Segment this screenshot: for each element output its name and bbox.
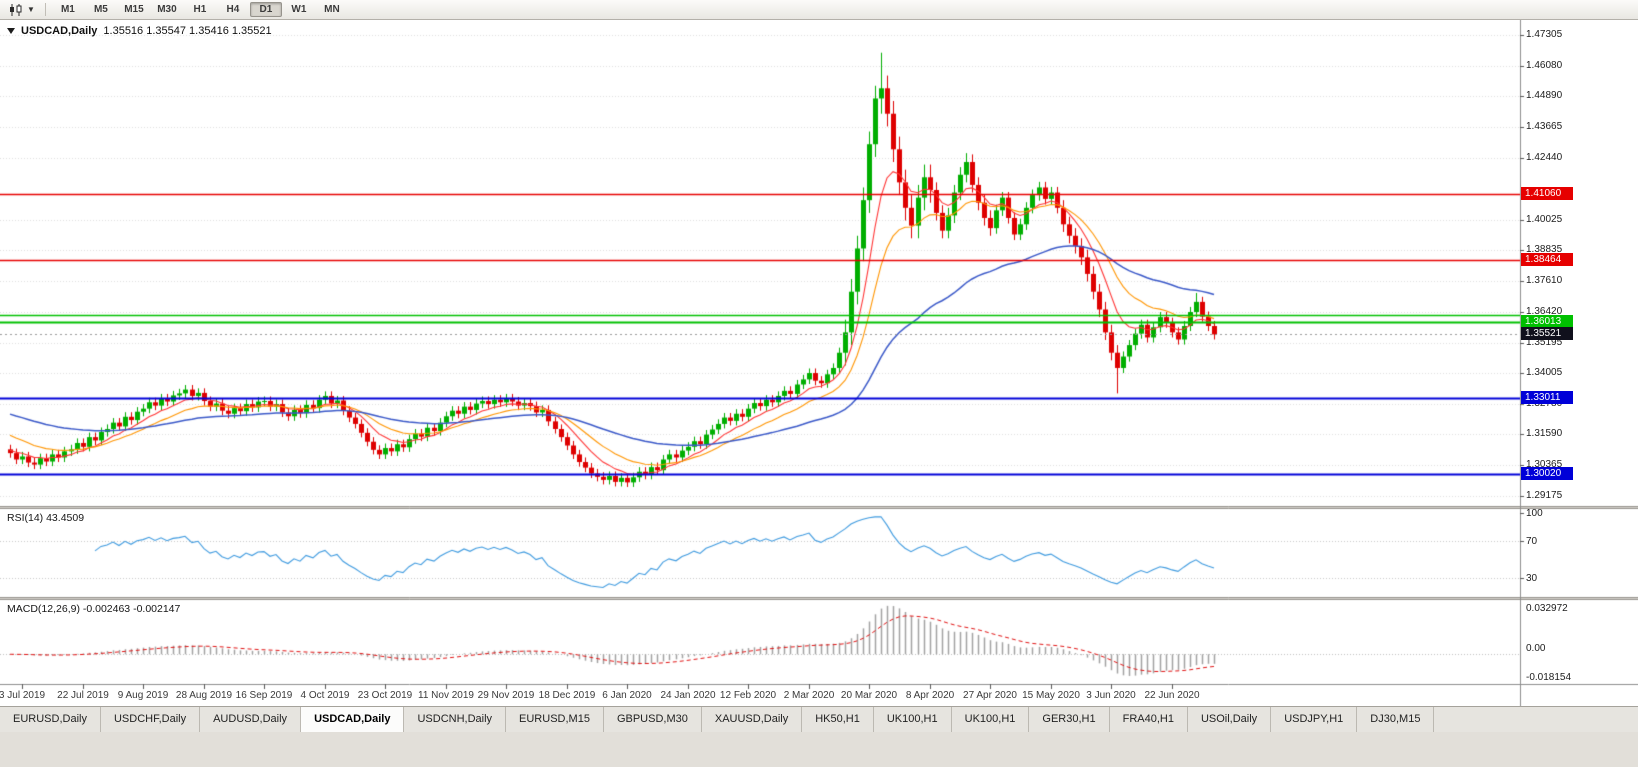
time-axis-label: 22 Jul 2019 (57, 690, 109, 701)
price-axis-label: 1.29175 (1526, 489, 1563, 501)
price-axis-label: 1.38835 (1526, 244, 1563, 256)
timeframe-button-m5[interactable]: M5 (93, 4, 108, 15)
chart-ohlc-values: 1.35516 1.35547 1.35416 1.35521 (103, 25, 272, 37)
chart-tab-usdcad-daily[interactable]: USDCAD,Daily (301, 707, 405, 732)
price-axis-label: 1.36420 (1526, 305, 1563, 317)
chart-menu-icon[interactable] (7, 28, 15, 34)
bottom-filler (0, 732, 1638, 767)
chart-tab-uk100-h1[interactable]: UK100,H1 (874, 707, 952, 732)
chart-tab-usdjpy-h1[interactable]: USDJPY,H1 (1271, 707, 1358, 732)
hline-price-tag[interactable]: 1.33011 (1521, 391, 1573, 405)
price-axis-label: 1.44890 (1526, 90, 1563, 102)
price-axis-label: 1.43665 (1526, 121, 1563, 133)
timeframe-button-h4[interactable]: H4 (226, 4, 240, 15)
price-axis-label: 1.42440 (1526, 152, 1563, 164)
chart-tab-uk100-h1[interactable]: UK100,H1 (952, 707, 1030, 732)
rsi-indicator-label: RSI(14) 43.4509 (7, 512, 85, 524)
macd-indicator-label: MACD(12,26,9) -0.002463 -0.002147 (7, 603, 181, 615)
time-axis-label: 29 Nov 2019 (477, 690, 535, 701)
chart-title: USDCAD,Daily 1.35516 1.35547 1.35416 1.3… (7, 25, 272, 37)
time-axis-label: 3 Jun 2020 (1086, 690, 1136, 701)
rsi-axis-label: 70 (1526, 535, 1538, 547)
time-axis-label: 4 Oct 2019 (300, 690, 350, 701)
toolbar-separator (44, 3, 46, 16)
time-axis-label: 27 Apr 2020 (963, 690, 1017, 701)
time-axis-label: 11 Nov 2019 (418, 690, 474, 701)
timeframe-button-m30[interactable]: M30 (157, 4, 177, 15)
time-axis-label: 9 Aug 2019 (117, 690, 169, 701)
macd-axis-label: 0.00 (1526, 643, 1546, 655)
timeframe-button-m1[interactable]: M1 (60, 4, 75, 15)
chart-tab-gbpusd-m30[interactable]: GBPUSD,M30 (604, 707, 702, 732)
chart-tab-eurusd-daily[interactable]: EURUSD,Daily (0, 707, 101, 732)
time-axis-label: 2 Mar 2020 (783, 690, 835, 701)
time-axis-label: 15 May 2020 (1022, 690, 1080, 701)
chart-tab-hk50-h1[interactable]: HK50,H1 (802, 707, 874, 732)
chart-tabs: EURUSD,Daily USDCHF,Daily AUDUSD,Daily USDC… (0, 706, 1638, 732)
hline-price-tag[interactable]: 1.41060 (1521, 186, 1573, 200)
chart-tab-usoil-daily[interactable]: USOil,Daily (1188, 707, 1272, 732)
timeframe-button-mn[interactable]: MN (324, 4, 340, 15)
time-axis-label: 24 Jan 2020 (660, 690, 716, 701)
price-axis-label: 1.31590 (1526, 428, 1563, 440)
macd-axis-label: -0.018154 (1526, 672, 1572, 683)
time-axis-label: 20 Mar 2020 (840, 690, 898, 701)
price-axis-label: 1.37610 (1526, 275, 1563, 287)
time-axis-label: 28 Aug 2019 (175, 690, 233, 701)
hline-price-tag[interactable]: 1.30020 (1521, 467, 1573, 481)
time-axis-label: 23 Oct 2019 (357, 690, 413, 701)
candlestick-chart-icon (10, 3, 22, 16)
current-price-tag: 1.35521 (1521, 327, 1573, 341)
time-axis-label: 22 Jun 2020 (1144, 690, 1200, 701)
rsi-axis-label: 100 (1526, 507, 1543, 519)
price-axis-label: 1.40025 (1526, 213, 1563, 225)
time-axis-label: 16 Sep 2019 (235, 690, 293, 701)
chart-tab-xauusd-daily[interactable]: XAUUSD,Daily (702, 707, 803, 732)
timeframe-button-w1[interactable]: W1 (291, 4, 307, 15)
time-axis-label: 18 Dec 2019 (538, 690, 596, 701)
time-axis-label: 12 Feb 2020 (719, 690, 777, 701)
chart-tab-ger30-h1[interactable]: GER30,H1 (1029, 707, 1110, 732)
chart-type-button[interactable]: ▼ (5, 3, 39, 17)
hline-price-tag[interactable]: 1.36013 (1521, 314, 1573, 328)
timeframe-toolbar-bar: ▼ M1 M5 M15 M30 H1 H4 D1 W1 MN (0, 0, 1638, 20)
chart-window: USDCAD,Daily 1.35516 1.35547 1.35416 1.3… (0, 20, 1638, 706)
chart-tab-usdcnh-daily[interactable]: USDCNH,Daily (404, 707, 507, 732)
price-axis-label: 1.34005 (1526, 366, 1563, 378)
macd-axis-label: 0.032972 (1526, 603, 1568, 614)
chart-tab-dj30-m15[interactable]: DJ30,M15 (1357, 707, 1435, 732)
chart-tab-fra40-h1[interactable]: FRA40,H1 (1110, 707, 1188, 732)
hline-price-tag[interactable]: 1.38464 (1521, 252, 1573, 266)
chart-tab-eurusd-m15[interactable]: EURUSD,M15 (506, 707, 604, 732)
time-axis-label: 3 Jul 2019 (0, 690, 46, 701)
price-axis-label: 1.30365 (1526, 459, 1563, 471)
chart-tab-audusd-daily[interactable]: AUDUSD,Daily (200, 707, 302, 732)
price-axis-label: 1.46080 (1526, 59, 1563, 71)
timeframe-button-h1[interactable]: H1 (193, 4, 207, 15)
chart-tab-usdchf-daily[interactable]: USDCHF,Daily (101, 707, 201, 732)
timeframe-button-m15[interactable]: M15 (124, 4, 144, 15)
rsi-axis-label: 30 (1526, 573, 1538, 585)
time-axis-label: 8 Apr 2020 (905, 690, 955, 701)
timeframe-button-d1[interactable]: D1 (249, 2, 282, 17)
chevron-down-icon: ▼ (27, 4, 35, 14)
chart-symbol-label: USDCAD,Daily (21, 25, 98, 37)
timeframe-toolbar: M1 M5 M15 M30 H1 H4 D1 W1 MN (52, 2, 348, 17)
price-chart-canvas[interactable] (0, 20, 1638, 706)
price-axis-label: 1.35195 (1526, 336, 1563, 348)
price-axis-label: 1.47305 (1526, 28, 1563, 40)
time-axis-label: 6 Jan 2020 (602, 690, 652, 701)
